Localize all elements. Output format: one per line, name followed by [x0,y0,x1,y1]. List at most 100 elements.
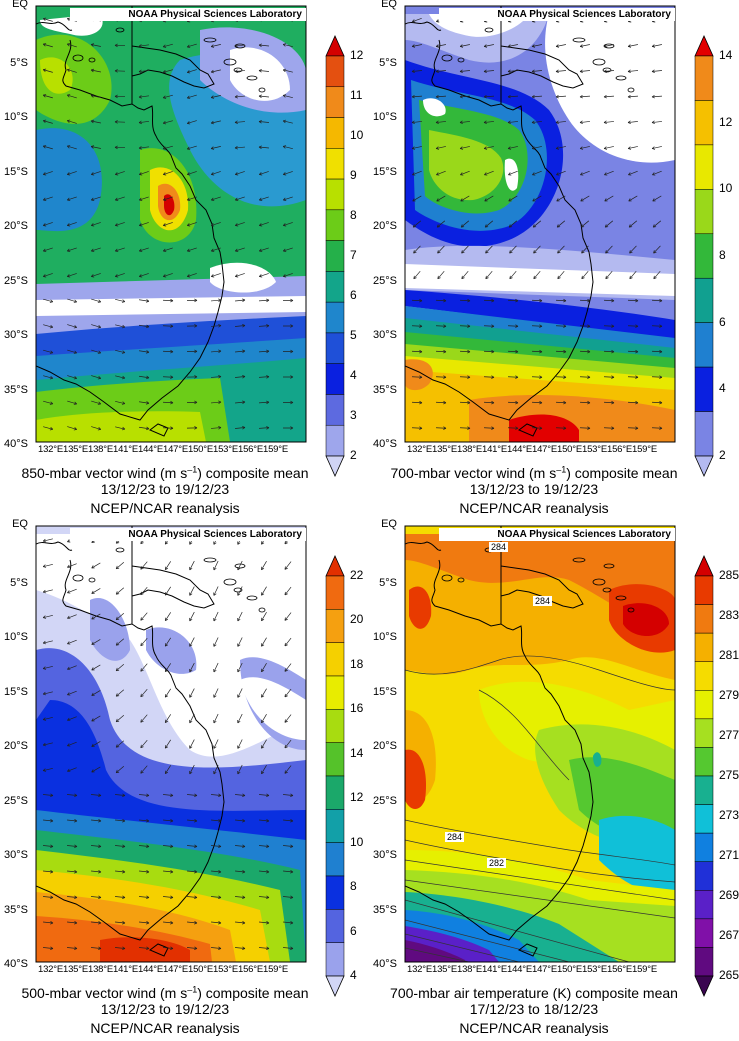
wind-arrow [284,586,292,596]
shaded-field [230,47,290,101]
wind-arrow [43,120,53,124]
wind-arrow [507,121,519,123]
colorbar-tick-label: 12 [719,114,733,129]
colorbar [694,35,714,477]
wind-arrow [164,714,172,723]
longitude-label: 144°E [138,444,163,455]
wind-arrow [258,325,270,327]
colorbar-tick-label: 12 [350,48,364,62]
longitude-label: 135°E [432,444,457,455]
shaded-field [405,356,675,392]
coastline [131,45,215,89]
wind-arrow [651,95,663,98]
wind-arrow [234,921,246,924]
wind-arrow [162,845,174,847]
panel-caption: 700-mbar air temperature (K) composite m… [369,985,699,1001]
wind-arrow [162,947,174,949]
colorbar-tick-label: 283 [719,608,739,622]
caption-text-end: ) composite mean [197,985,309,1001]
wind-arrow [460,146,470,149]
wind-arrow [115,247,125,252]
wind-arrow [162,401,174,404]
shaded-field [405,749,427,810]
longitude-labels: 132°E135°E138°E141°E144°E147°E150°E153°E… [38,444,288,455]
longitude-label: 150°E [188,964,213,975]
wind-arrow [43,324,53,328]
wind-arrow [258,146,270,149]
wind-arrow [164,739,172,749]
colorbar-tick-label: 3 [350,408,357,422]
wind-arrow [628,195,638,202]
wind-arrow [139,401,149,404]
wind-arrow [258,947,270,949]
wind-arrow [234,376,246,378]
wind-arrow [139,171,149,175]
wind-arrow [581,270,589,280]
wind-arrow [234,44,246,47]
wind-arrow [66,870,78,873]
caption-text: 700-mbar air temperature (K) composite m… [390,985,678,1001]
date-range: 13/12/23 to 19/12/23 [469,481,599,497]
shaded-field [405,359,433,391]
wind-arrow [139,196,149,201]
wind-arrow [43,400,53,405]
longitude-label: 132°E [407,444,432,455]
colorbar [694,555,714,997]
wind-arrow [234,896,246,898]
panel-caption: 700-mbar vector wind (m s–1) composite m… [369,465,699,481]
shaded-field [405,290,675,340]
wind-arrow [411,95,423,98]
longitude-label: 141°E [113,444,138,455]
colorbar-tick-label: 9 [350,168,357,182]
wind-arrow [459,70,471,72]
longitude-label: 138°E [88,964,113,975]
credit-label: NOAA Physical Sciences Laboratory [439,8,675,21]
wind-arrow [258,95,270,98]
colorbar-tick-label: 2 [719,448,726,462]
wind-arrow [484,220,494,228]
latitude-label: 40°S [4,438,28,450]
latitude-label: 40°S [373,958,397,970]
longitude-label: 159°E [632,964,657,975]
wind-arrow [115,400,125,405]
wind-arrow [652,170,662,176]
latitude-label: 20°S [4,740,28,752]
longitude-label: 150°E [557,444,582,455]
wind-arrow [284,765,292,774]
shaded-field [599,815,675,893]
wind-arrow [258,401,270,404]
wind-arrow [162,921,174,924]
wind-arrow [163,120,173,124]
contour-label: 284 [445,832,465,842]
wind-arrow [186,870,198,873]
wind-arrow [115,426,125,430]
wind-arrow [114,845,126,847]
longitude-label: 138°E [88,444,113,455]
wind-arrow [653,270,661,280]
wind-arrow [282,819,294,822]
wind-arrow [67,375,77,379]
wind-arrow [67,665,77,670]
shaded-field [240,677,306,740]
wind-arrow [42,921,54,924]
colorbar-tick-label: 281 [719,648,739,662]
longitude-label: 138°E [457,964,482,975]
wind-arrow [234,870,246,873]
wind-arrow [532,195,542,202]
shaded-field [423,98,446,117]
wind-arrow [163,94,173,99]
wind-arrow [259,171,269,175]
wind-arrow [284,663,292,672]
wind-arrow [210,870,222,873]
wind-arrow [580,220,590,228]
colorbar-tick-label: 273 [719,808,739,822]
wind-arrow [115,766,125,773]
wind-arrow [507,70,519,72]
contour-label: 282 [487,858,507,868]
wind-arrow [162,299,174,302]
wind-arrow [283,120,293,124]
wind-arrow [115,273,125,277]
wind-arrow [91,120,101,124]
wind-arrow [259,196,269,201]
wind-arrow [237,739,243,749]
